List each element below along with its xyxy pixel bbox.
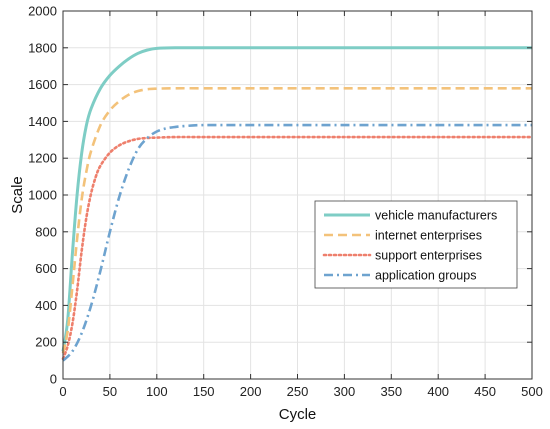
y-tick-label: 0	[50, 372, 57, 387]
y-tick-label: 1800	[28, 40, 57, 55]
x-axis-label: Cycle	[279, 406, 317, 423]
ticks	[62, 10, 533, 380]
legend-label-3: application groups	[375, 269, 476, 283]
x-tick-label: 0	[59, 384, 66, 399]
y-tick-label: 800	[35, 224, 57, 239]
y-tick-label: 600	[35, 261, 57, 276]
x-tick-label: 250	[287, 384, 309, 399]
x-tick-label: 50	[103, 384, 117, 399]
y-tick-label: 1200	[28, 151, 57, 166]
y-tick-label: 200	[35, 335, 57, 350]
legend: vehicle manufacturers internet enterprise…	[314, 200, 518, 289]
series-lines	[61, 46, 534, 362]
series-line-1	[61, 86, 532, 354]
x-tick-label: 300	[334, 384, 356, 399]
x-tick-label: 350	[380, 384, 402, 399]
y-tick-label: 2000	[28, 4, 57, 19]
x-tick-label: 500	[521, 384, 543, 399]
y-tick-label: 1000	[28, 188, 57, 203]
x-tick-label: 400	[427, 384, 449, 399]
legend-label-1: internet enterprises	[375, 229, 482, 243]
y-tick-label: 1600	[28, 77, 57, 92]
series-line-2	[61, 135, 534, 361]
series-line-3	[62, 123, 532, 362]
y-axis-label: Scale	[9, 176, 26, 214]
y-tick-label: 1400	[28, 114, 57, 129]
series-line-0	[61, 46, 532, 352]
y-tick-label: 400	[35, 298, 57, 313]
legend-label-0: vehicle manufacturers	[375, 209, 497, 223]
x-tick-label: 450	[474, 384, 496, 399]
legend-label-2: support enterprises	[375, 249, 482, 263]
legend-entries: vehicle manufacturers internet enterprise…	[322, 209, 497, 283]
tick-labels: 0 50 100 150 200 250 300 350 400 450 500 0 200 400 600…	[28, 4, 543, 400]
x-tick-label: 100	[146, 384, 168, 399]
x-tick-label: 200	[240, 384, 262, 399]
x-tick-label: 150	[193, 384, 215, 399]
